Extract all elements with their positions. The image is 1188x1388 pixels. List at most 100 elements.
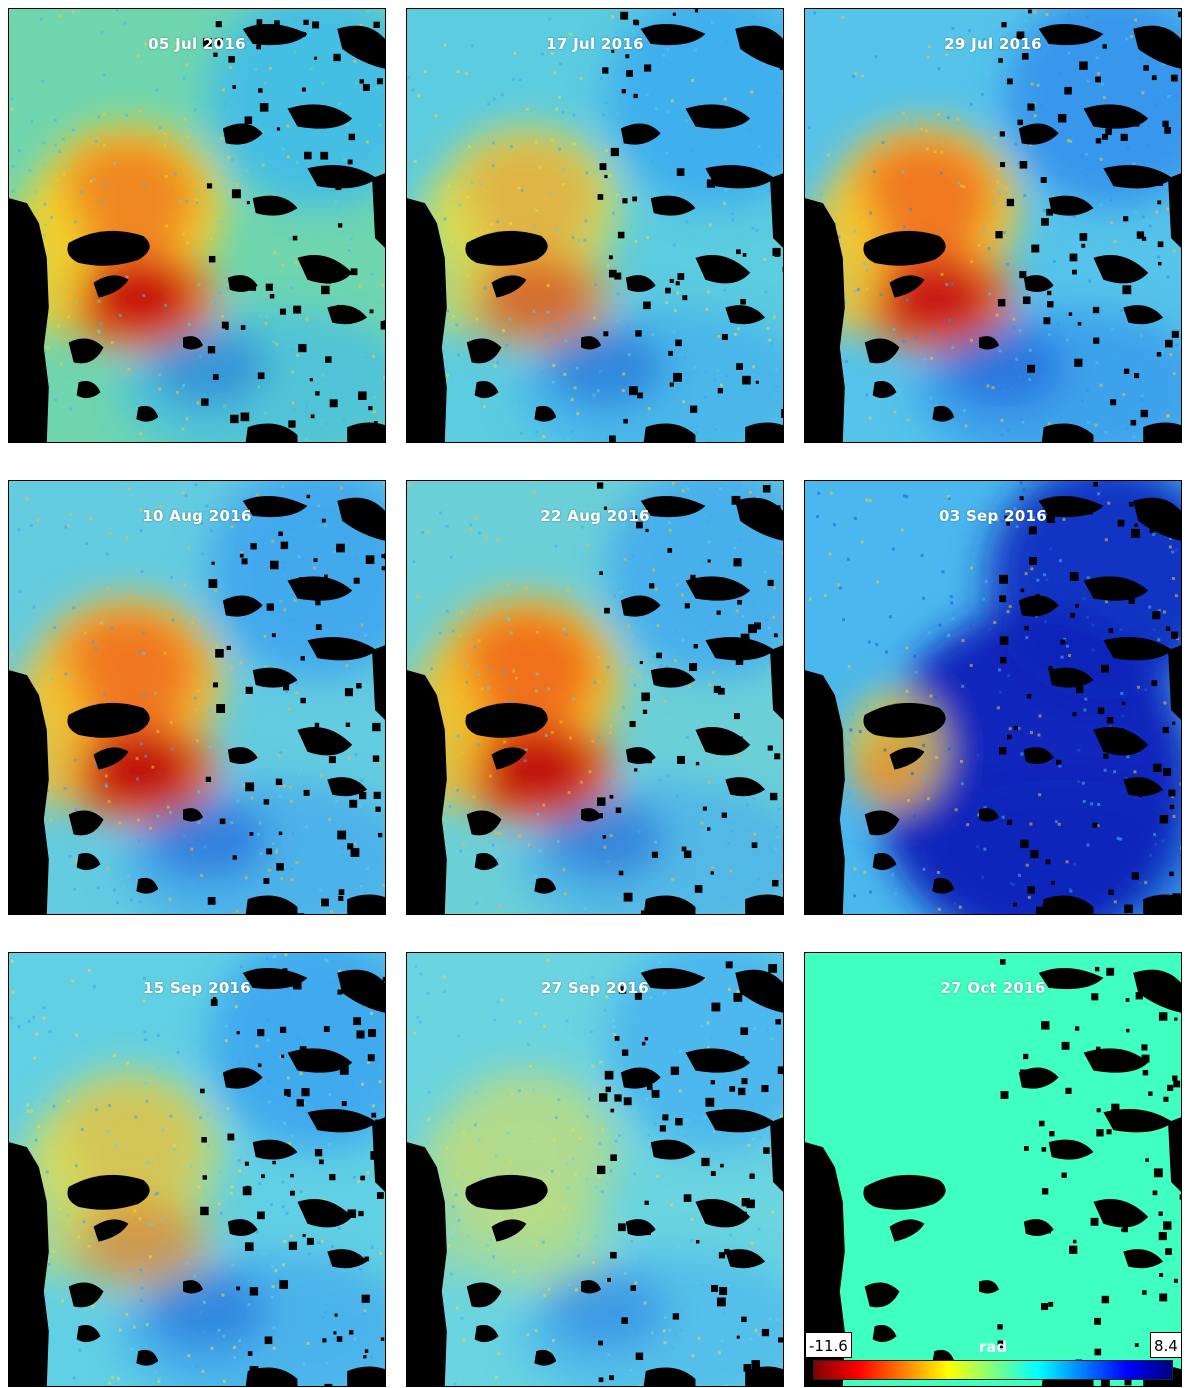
panel-date-label: 27 Oct 2016 [940, 979, 1046, 997]
no-data-mask [872, 381, 897, 399]
panel-date-label: 17 Jul 2016 [546, 35, 644, 53]
no-data-mask [650, 667, 696, 688]
no-data-mask [620, 1067, 661, 1089]
no-data-mask [93, 1219, 129, 1242]
no-data-mask [347, 422, 385, 442]
no-data-mask [864, 810, 900, 836]
no-data-mask [805, 670, 845, 914]
colorbar-min-label: -11.6 [805, 1332, 852, 1358]
phase-map [9, 481, 385, 914]
no-data-mask [68, 1282, 104, 1308]
interferogram-panel: 10 Aug 2016 [8, 480, 386, 915]
no-data-mask [466, 338, 502, 364]
no-data-mask [863, 1174, 946, 1210]
no-data-mask [67, 1174, 150, 1210]
panel-date-label: 27 Sep 2016 [540, 979, 650, 997]
no-data-mask [327, 777, 368, 797]
no-data-mask [136, 877, 159, 894]
no-data-mask [9, 198, 49, 442]
no-data-mask [872, 853, 897, 871]
no-data-mask [136, 1349, 159, 1366]
no-data-mask [466, 810, 502, 836]
no-data-mask [93, 747, 129, 770]
no-data-mask [979, 1280, 999, 1294]
no-data-mask [337, 25, 385, 69]
no-data-mask [889, 275, 925, 298]
no-data-mask [650, 1139, 696, 1160]
no-data-mask [1023, 1219, 1054, 1236]
no-data-mask [491, 1219, 527, 1242]
no-data-mask [245, 423, 298, 442]
no-data-mask [643, 895, 696, 914]
no-data-mask [1133, 969, 1181, 1013]
no-data-mask [337, 497, 385, 541]
no-data-mask [307, 164, 378, 189]
no-data-mask [863, 230, 946, 266]
no-data-mask [465, 230, 548, 266]
panel-date-label: 15 Sep 2016 [142, 979, 252, 997]
no-data-mask [643, 423, 696, 442]
no-data-mask [245, 1367, 298, 1386]
no-data-mask [685, 1048, 751, 1073]
no-data-mask [1023, 275, 1054, 292]
phase-map [805, 953, 1181, 1386]
no-data-mask [620, 595, 661, 617]
no-data-mask [889, 1219, 925, 1242]
no-data-mask [337, 969, 385, 1013]
panel-date-label: 10 Aug 2016 [142, 507, 252, 525]
no-data-mask [287, 104, 353, 129]
no-data-mask [67, 702, 150, 738]
no-data-mask [770, 173, 783, 248]
no-data-mask [735, 969, 783, 1013]
no-data-mask [347, 894, 385, 914]
no-data-mask [474, 1325, 499, 1343]
no-data-mask [67, 230, 150, 266]
no-data-mask [297, 727, 353, 756]
no-data-mask [1168, 1117, 1181, 1192]
no-data-mask [1048, 195, 1094, 216]
no-data-mask [685, 104, 751, 129]
no-data-mask [222, 123, 263, 145]
no-data-mask [407, 1142, 447, 1386]
no-data-mask [287, 1048, 353, 1073]
no-data-mask [1041, 895, 1094, 914]
no-data-mask [625, 275, 656, 292]
no-data-mask [770, 1117, 783, 1192]
no-data-mask [872, 1325, 897, 1343]
no-data-mask [1168, 173, 1181, 248]
no-data-mask [1038, 23, 1104, 46]
no-data-mask [770, 645, 783, 720]
colorbar [813, 1360, 1173, 1380]
no-data-mask [805, 1142, 845, 1386]
no-data-mask [979, 336, 999, 350]
interferogram-panel: 05 Jul 2016 [8, 8, 386, 443]
no-data-mask [725, 1249, 766, 1269]
no-data-mask [1083, 576, 1149, 601]
no-data-mask [745, 422, 783, 442]
panel-date-label: 03 Sep 2016 [938, 507, 1048, 525]
no-data-mask [1023, 747, 1054, 764]
no-data-mask [465, 702, 548, 738]
no-data-mask [1143, 894, 1181, 914]
no-data-mask [1168, 645, 1181, 720]
no-data-mask [1018, 1067, 1059, 1089]
no-data-mask [183, 336, 203, 350]
no-data-mask [474, 381, 499, 399]
interferogram-panel: 29 Jul 2016 [804, 8, 1182, 443]
no-data-mask [407, 198, 447, 442]
colorbar-unit-label: rad [978, 1338, 1008, 1356]
no-data-mask [581, 808, 601, 822]
no-data-mask [1093, 1199, 1149, 1228]
no-data-mask [1103, 636, 1174, 661]
panel-date-label: 29 Jul 2016 [944, 35, 1042, 53]
no-data-mask [222, 595, 263, 617]
no-data-mask [242, 23, 308, 46]
no-data-mask [347, 1366, 385, 1386]
no-data-mask [889, 747, 925, 770]
no-data-mask [932, 405, 955, 422]
no-data-mask [245, 895, 298, 914]
no-data-mask [725, 305, 766, 325]
no-data-mask [491, 275, 527, 298]
phase-map [407, 481, 783, 914]
no-data-mask [695, 1199, 751, 1228]
